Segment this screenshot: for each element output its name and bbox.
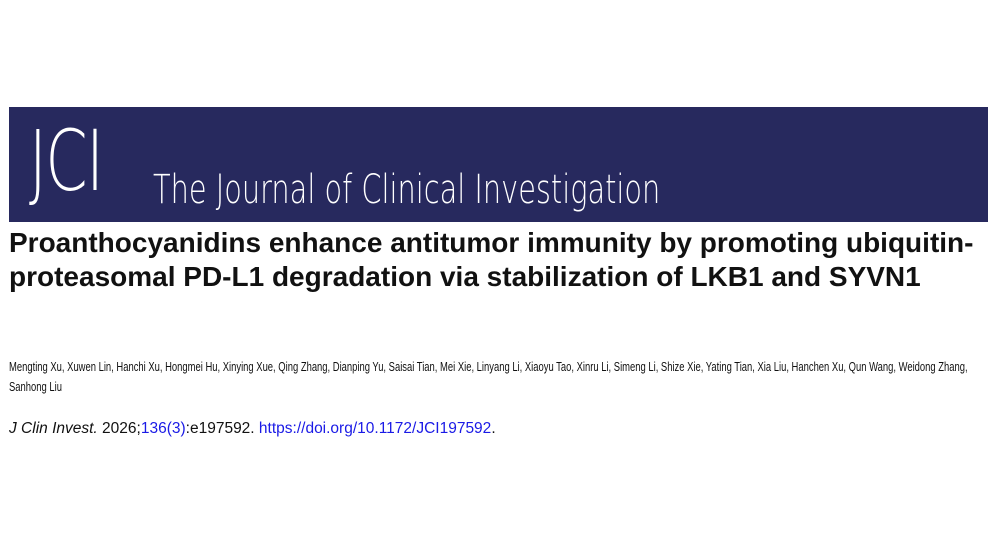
journal-name: The Journal of Clinical Investigation <box>153 167 661 213</box>
volume-issue-link[interactable]: 136(3) <box>140 420 186 437</box>
article-title: Proanthocyanidins enhance antitumor immu… <box>9 227 974 292</box>
citation: J Clin Invest. 2026;136(3):e197592. http… <box>9 419 496 439</box>
citation-year: 2026; <box>97 420 141 437</box>
journal-abbrev: J Clin Invest. <box>9 420 98 437</box>
citation-end: . <box>491 420 496 437</box>
journal-banner: JCI The Journal of Clinical Investigatio… <box>9 107 988 222</box>
jci-logo: JCI <box>29 112 104 210</box>
doi-link[interactable]: https://doi.org/10.1172/JCI197592 <box>258 420 492 437</box>
author-list: Mengting Xu, Xuwen Lin, Hanchi Xu, Hongm… <box>9 359 968 394</box>
article-id: :e197592. <box>185 420 259 437</box>
